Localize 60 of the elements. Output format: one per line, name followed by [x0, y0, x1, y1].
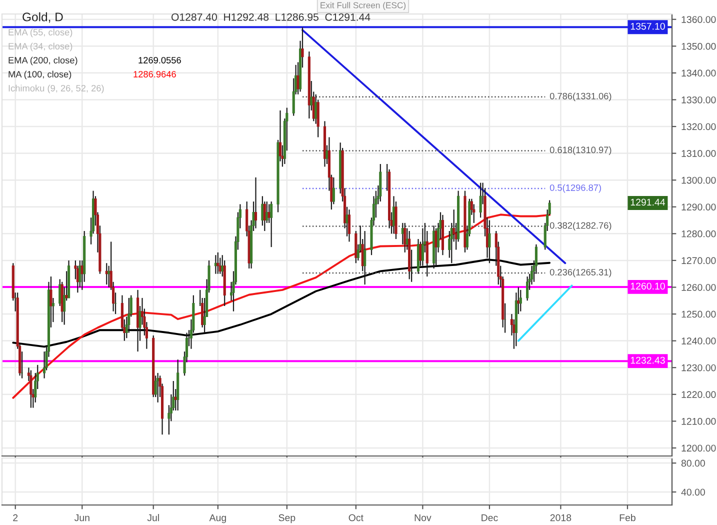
y-tick-label: 1250.00 [682, 310, 716, 318]
x-tick-label: Oct [348, 514, 364, 522]
candlestick [488, 220, 491, 264]
y-tick-label: 1210.00 [682, 418, 716, 425]
annotation: EMA (200, close) [8, 56, 78, 66]
annotation: EMA (55, close) [8, 28, 72, 38]
y-tick-label: 1240.00 [682, 338, 716, 344]
text: Exit Full Screen (ESC) [320, 2, 406, 10]
x-tick-label: Dec [482, 514, 498, 522]
y-tick-label: 1260.00 [682, 284, 716, 291]
y-tick-label: 1300.00 [682, 176, 716, 184]
x-tick-label: 2018 [550, 514, 572, 522]
x-tick-label: Jun [74, 514, 90, 522]
candlestick [270, 200, 273, 248]
y-tick-label: 1340.00 [682, 70, 716, 77]
y-tick-label: 1290.00 [682, 204, 716, 210]
y-tick-label: 1220.00 [682, 391, 716, 398]
series-label: 0.382(1282.76) [550, 222, 612, 231]
y-tick-label: 1230.00 [682, 364, 716, 372]
ref-line-label: 1357.10 [630, 22, 665, 30]
candlestick [526, 276, 529, 302]
candlestick [519, 289, 522, 312]
series-label: 0.618(1310.97) [550, 146, 612, 155]
line-series [12, 258, 551, 348]
y-tick-label: 1270.00 [682, 257, 716, 264]
y-tick-label: 1310.00 [682, 150, 716, 157]
y-tick-label: 1360.00 [682, 16, 716, 23]
annotation: Ichimoku (9, 26, 52, 26) [8, 84, 104, 94]
series-label: 0.5(1296.87) [550, 184, 601, 193]
y-tick-label: 40.00 [681, 488, 705, 496]
y-tick-label: 1320.00 [682, 123, 716, 130]
candlestick [479, 182, 482, 218]
annotation: 1269.0556 [138, 56, 181, 64]
candlestick [30, 370, 32, 408]
ref-line-label: 1260.10 [630, 282, 665, 290]
annotation: 1286.9646 [134, 70, 176, 78]
x-tick-label: Sep [278, 514, 296, 524]
series-label: 0.236(1265.31) [550, 268, 612, 278]
annotation: 1291.44 [630, 198, 666, 206]
x-tick-label: Feb [620, 514, 636, 522]
candlestick [348, 208, 351, 242]
x-tick-label: Nov [414, 514, 432, 522]
annotation: MA (100, close) [8, 70, 72, 80]
candlestick [364, 230, 366, 286]
chart-title: Gold, D [22, 12, 63, 23]
series-label: 0.786(1331.06) [550, 92, 612, 102]
chart-subtitle: O1287.40 H1292.48 L1286.95 C1291.44 [172, 13, 370, 21]
y-tick-label: 1280.00 [682, 230, 716, 238]
y-tick-label: 1350.00 [682, 42, 716, 50]
annotation: EMA (34, close) [8, 42, 72, 52]
x-tick-label: 2 [13, 514, 18, 522]
x-tick-label: Jul [147, 514, 159, 522]
x-tick-label: Aug [209, 514, 226, 524]
candlestick [404, 222, 406, 253]
y-tick-label: 1330.00 [682, 96, 716, 104]
candlestick [254, 176, 258, 229]
y-tick-label: 1200.00 [682, 444, 716, 452]
ref-line-label: 1232.43 [630, 356, 665, 364]
y-tick-label: 80.00 [681, 460, 705, 467]
candlestick [216, 252, 220, 274]
